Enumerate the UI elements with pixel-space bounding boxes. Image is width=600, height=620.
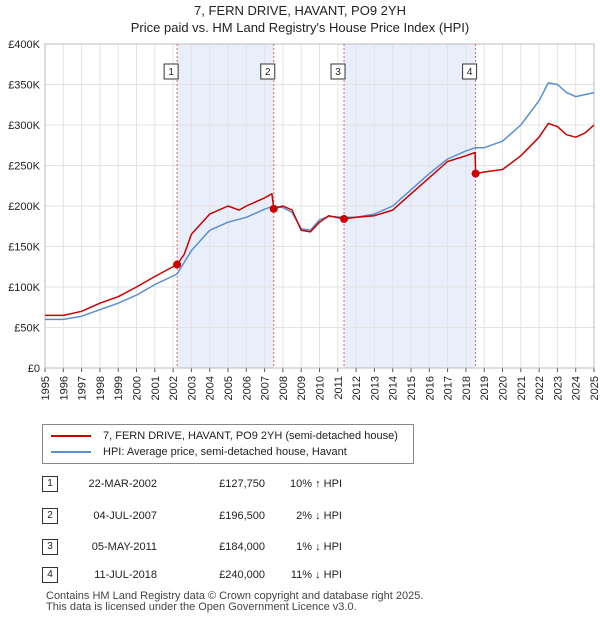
marker-label: 1 [168,67,174,78]
marker-box-frame [163,63,179,80]
x-tick-label: 2021 [516,376,528,400]
x-tick-label: 2020 [498,376,510,400]
x-tick-label: 2018 [461,376,473,400]
price-chart: 1995 1996 1997 1998 1999 2000 2001 2002 2003 2004… [8,39,600,400]
table-row: 3 05-MAY-2011 £184,000 1% ↓ HPI [42,539,442,555]
table-row: 4 11-JUL-2018 £240,000 11% ↓ HPI [42,567,442,583]
y-tick-label: £150K [8,242,40,254]
transaction-hpi-diff: 11% ↓ HPI [290,569,342,581]
x-tick-label: 2017 [443,376,455,400]
x-tick-label: 2007 [260,376,272,400]
legend-entry-hpi: HPI: Average price, semi-detached house,… [51,445,347,459]
x-tick-label: 2000 [132,376,144,400]
transaction-date: 05-MAY-2011 [91,541,157,553]
sale-point-2 [269,204,278,213]
legend-label-hpi: HPI: Average price, semi-detached house,… [103,446,347,458]
x-tick-label: 2016 [424,376,436,400]
x-tick-label: 2009 [296,376,308,400]
transaction-number: 1 [42,476,58,492]
marker-box-3: 3 [330,63,346,80]
sale-point-1 [173,260,182,269]
x-tick-label: 2023 [552,376,564,400]
sale-point-3 [340,214,349,223]
chart-title: 7, FERN DRIVE, HAVANT, PO9 2YH [194,3,406,18]
marker-label: 2 [265,67,271,78]
marker-box-frame [260,63,276,80]
transaction-hpi-diff: 1% ↓ HPI [296,541,342,553]
plot-border [44,43,595,369]
transaction-date: 11-JUL-2018 [94,569,157,581]
marker-box-2: 2 [260,63,276,80]
transaction-price: £184,000 [219,541,265,553]
transaction-price: £196,500 [219,510,265,522]
y-tick-label: £250K [8,161,40,173]
marker-box-frame [462,63,478,80]
x-tick-label: 1999 [113,376,125,400]
x-tick-label: 1997 [77,376,89,400]
transaction-hpi-diff: 10% ↑ HPI [290,478,342,490]
x-tick-label: 2003 [186,376,198,400]
y-tick-label: £300K [8,120,40,132]
x-tick-label: 1996 [58,376,70,400]
x-tick-label: 2024 [571,376,583,400]
x-tick-label: 2014 [388,376,400,400]
x-tick-label: 2010 [315,376,327,400]
y-tick-label: £400K [8,39,40,51]
chart-subtitle: Price paid vs. HM Land Registry's House … [130,20,470,35]
y-tick-label: £0 [28,363,40,375]
x-tick-label: 2008 [278,376,290,400]
transaction-price: £240,000 [219,569,265,581]
y-tick-label: £100K [8,282,40,294]
x-tick-label: 1995 [40,376,52,400]
transaction-number: 3 [42,539,58,555]
transaction-number: 4 [42,567,58,583]
marker-box-1: 1 [163,63,179,80]
y-tick-label: £200K [8,201,40,213]
x-tick-label: 2011 [333,376,345,400]
x-tick-label: 2005 [223,376,235,400]
x-tick-label: 2022 [534,376,546,400]
x-tick-label: 2004 [205,376,217,400]
x-tick-label: 1998 [95,376,107,400]
marker-box-4: 4 [462,63,478,80]
transaction-price: £127,750 [219,478,265,490]
transaction-number: 2 [42,508,58,524]
table-row: 1 22-MAR-2002 £127,750 10% ↑ HPI [42,476,442,492]
sale-point-4 [471,169,480,178]
footer-copyright: Contains HM Land Registry data © Crown c… [46,590,424,602]
x-tick-label: 2019 [479,376,491,400]
transaction-hpi-diff: 2% ↓ HPI [296,510,342,522]
legend-label-property: 7, FERN DRIVE, HAVANT, PO9 2YH (semi-det… [103,430,398,442]
legend-entry-property: 7, FERN DRIVE, HAVANT, PO9 2YH (semi-det… [51,429,398,443]
marker-label: 4 [467,67,473,78]
legend-swatch-hpi [51,451,91,453]
x-tick-label: 2025 [589,376,600,400]
x-tick-label: 2013 [369,376,381,400]
table-row: 2 04-JUL-2007 £196,500 2% ↓ HPI [42,508,442,524]
transaction-date: 22-MAR-2002 [88,478,157,490]
x-tick-label: 2012 [351,376,363,400]
x-tick-label: 2001 [150,376,162,400]
y-tick-label: £50K [14,323,40,335]
legend: 7, FERN DRIVE, HAVANT, PO9 2YH (semi-det… [42,424,414,464]
marker-box-frame [330,63,346,80]
y-tick-label: £350K [8,80,40,92]
legend-swatch-property [51,435,91,437]
x-tick-label: 2002 [168,376,180,400]
x-tick-label: 2015 [406,376,418,400]
footer-licence: This data is licensed under the Open Gov… [46,601,357,613]
transaction-date: 04-JUL-2007 [93,510,157,522]
marker-label: 3 [335,67,341,78]
x-tick-label: 2006 [241,376,253,400]
